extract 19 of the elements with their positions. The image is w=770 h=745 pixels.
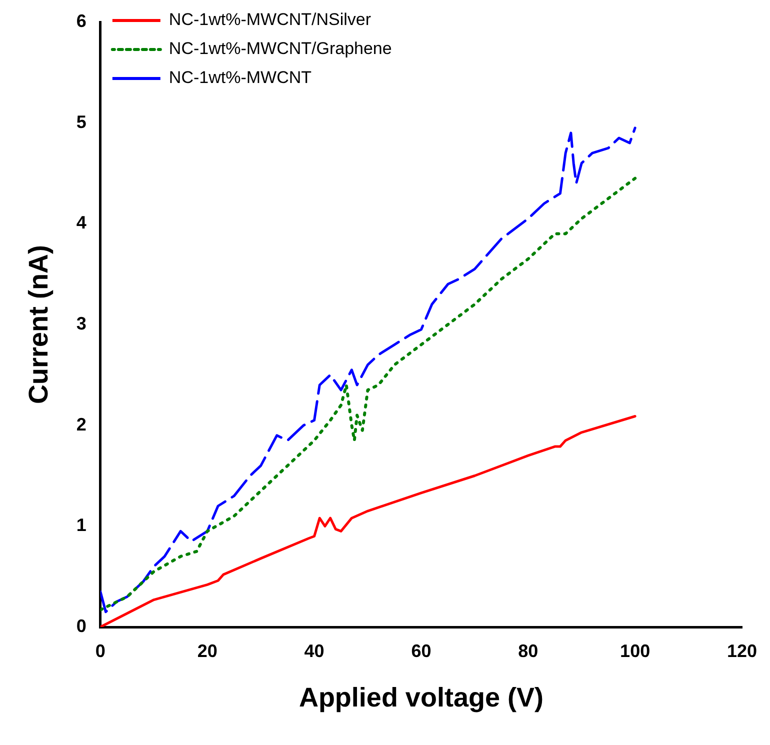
x-tick-label: 40 (304, 640, 324, 661)
x-tick-label: 80 (518, 640, 538, 661)
x-tick-label: 20 (197, 640, 218, 661)
legend-label: NC-1wt%-MWCNT/NSilver (168, 10, 372, 30)
x-tick-label: 100 (620, 640, 650, 661)
x-axis-title: Applied voltage (V) (298, 682, 544, 712)
x-tick-label: 120 (726, 640, 758, 661)
y-tick-label: 1 (76, 515, 86, 536)
y-tick-label: 0 (76, 616, 86, 636)
legend-label: NC-1wt%-MWCNT (168, 68, 312, 88)
x-tick-label: 0 (95, 640, 106, 661)
y-tick-label: 6 (76, 10, 86, 31)
y-tick-label: 3 (76, 313, 86, 334)
y-tick-label: 5 (76, 112, 86, 132)
y-tick-label: 4 (76, 212, 86, 233)
y-tick-label: 2 (76, 414, 86, 434)
legend-label: NC-1wt%-MWCNT/Graphene (168, 39, 392, 58)
x-tick-label: 60 (411, 640, 432, 661)
y-axis-title: Current (nA) (24, 245, 54, 404)
